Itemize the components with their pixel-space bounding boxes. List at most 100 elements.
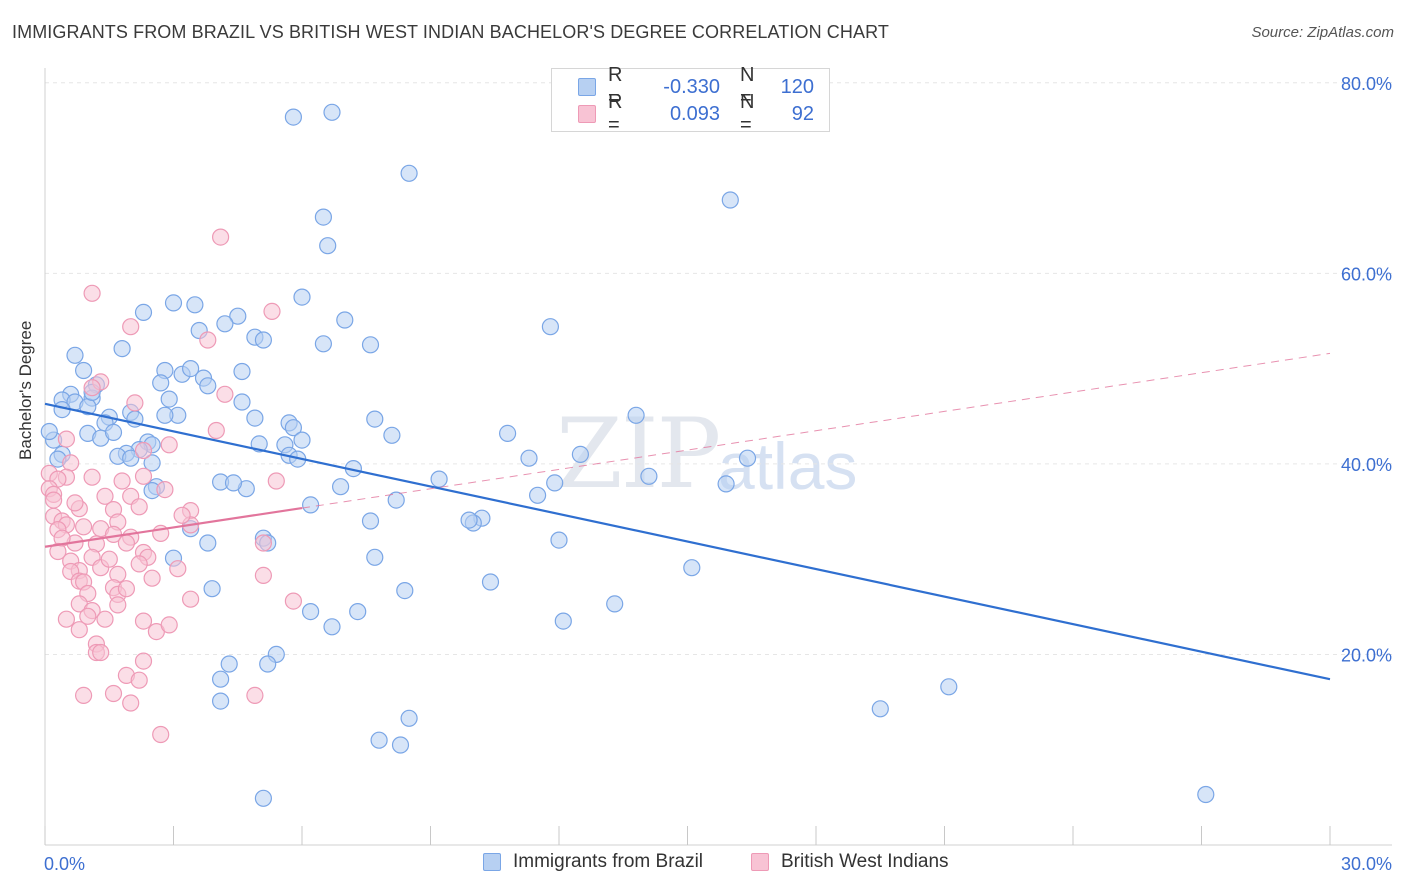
- brazil-point: [541, 318, 560, 336]
- legend-n-value: 120: [780, 75, 814, 98]
- brazil-point: [143, 454, 161, 472]
- bwi-point: [284, 592, 302, 610]
- bwi-point: [117, 580, 136, 598]
- brazil-point: [254, 331, 272, 349]
- bwi-point: [117, 534, 136, 552]
- brazil-point: [302, 496, 320, 514]
- bwi-point: [96, 610, 114, 628]
- bwi-point: [160, 436, 178, 454]
- brazil-point: [387, 491, 405, 509]
- watermark-atlas: atlas: [718, 429, 858, 503]
- brazil-point: [336, 311, 354, 329]
- bwi-point: [267, 472, 285, 490]
- bwi-point: [122, 694, 140, 712]
- brazil-point: [319, 237, 337, 255]
- chart-title: IMMIGRANTS FROM BRAZIL VS BRITISH WEST I…: [12, 22, 889, 42]
- bwi-point: [254, 566, 272, 585]
- bwi-point: [74, 686, 93, 705]
- bwi-point: [109, 596, 127, 614]
- series-legend: Immigrants from Brazil British West Indi…: [0, 851, 1406, 877]
- bwi-point: [143, 569, 161, 587]
- bwi-trend-line-dashed: [301, 352, 1331, 509]
- brazil-point: [361, 336, 380, 354]
- bwi-point: [216, 385, 234, 403]
- brazil-point: [122, 449, 140, 467]
- bwi-point: [134, 652, 153, 670]
- brazil-point: [186, 296, 204, 314]
- brazil-point: [940, 678, 958, 696]
- brazil-point: [400, 164, 418, 182]
- legend-item-brazil[interactable]: Immigrants from Brazil: [483, 851, 703, 873]
- legend-r-value: 0.093: [669, 102, 720, 125]
- brazil-point: [546, 474, 564, 492]
- bwi-point: [156, 481, 174, 499]
- brazil-point: [229, 307, 247, 325]
- bwi-point: [122, 318, 140, 336]
- legend-item-bwi[interactable]: British West Indians: [751, 851, 949, 873]
- brazil-point: [370, 731, 388, 749]
- brazil-point: [323, 618, 341, 636]
- brazil-point: [400, 709, 418, 727]
- brazil-point: [216, 315, 234, 333]
- brazil-point: [254, 789, 272, 807]
- bwi-point: [263, 302, 281, 320]
- brazil-point: [66, 346, 84, 364]
- bwi-point: [66, 494, 84, 512]
- y-axis-label: Bachelor's Degree: [16, 320, 35, 460]
- brazil-point: [481, 573, 500, 591]
- brazil-point: [314, 335, 332, 353]
- brazil-point: [391, 736, 410, 754]
- brazil-point: [284, 108, 302, 126]
- bwi-point: [83, 468, 101, 486]
- legend-label-brazil: Immigrants from Brazil: [513, 851, 704, 872]
- bwi-point: [199, 331, 217, 349]
- bwi-point: [62, 454, 80, 472]
- brazil-point: [683, 559, 701, 577]
- brazil-point: [520, 449, 538, 467]
- legend-n-label: N =: [740, 64, 755, 109]
- legend-row-bwi: R = 0.093 N = 92: [552, 91, 814, 136]
- bwi-point: [182, 590, 200, 608]
- brazil-point: [160, 390, 178, 408]
- bwi-point: [83, 379, 101, 397]
- legend-swatch-bwi: [578, 105, 596, 123]
- bwi-point: [57, 430, 76, 448]
- brazil-point: [246, 409, 264, 427]
- bwi-point: [70, 621, 88, 639]
- bwi-point: [160, 616, 178, 634]
- legend-swatch-brazil: [578, 78, 596, 96]
- bwi-point: [104, 684, 123, 703]
- brazil-point: [366, 548, 384, 566]
- brazil-point: [233, 393, 251, 411]
- brazil-point: [332, 478, 350, 496]
- y-tick-label: 80.0%: [1341, 74, 1392, 94]
- brazil-point: [640, 467, 658, 485]
- bwi-trend-line: [44, 507, 303, 548]
- legend-r-value: -0.330: [663, 75, 720, 98]
- bwi-point: [130, 671, 148, 689]
- brazil-point: [302, 602, 320, 621]
- legend-swatch-bwi: [751, 853, 769, 871]
- bwi-point: [246, 686, 264, 705]
- y-tick-label: 60.0%: [1341, 264, 1392, 284]
- bwi-point: [74, 518, 93, 536]
- brazil-point: [323, 103, 341, 121]
- brazil-point: [203, 580, 221, 598]
- brazil-point: [1197, 785, 1215, 804]
- brazil-point: [293, 431, 311, 449]
- brazil-trend-line: [44, 402, 1331, 681]
- brazil-point: [349, 602, 367, 621]
- bwi-point: [130, 555, 148, 573]
- bwi-point: [169, 560, 187, 578]
- brazil-point: [224, 474, 243, 492]
- brazil-point: [383, 426, 401, 444]
- brazil-point: [738, 449, 757, 467]
- legend-r-label: R =: [608, 91, 623, 136]
- brazil-point: [220, 655, 238, 673]
- bwi-point: [207, 421, 225, 440]
- brazil-point: [460, 511, 478, 529]
- bwi-point: [212, 228, 230, 246]
- y-tick-label: 20.0%: [1341, 645, 1392, 665]
- brazil-point: [528, 486, 547, 504]
